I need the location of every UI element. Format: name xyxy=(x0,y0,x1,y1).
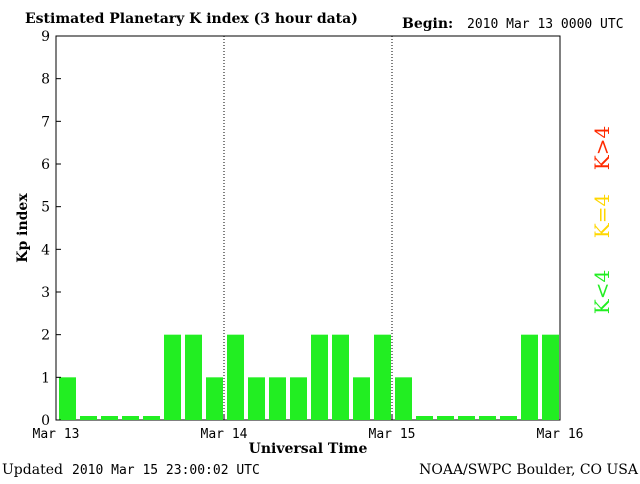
bars-group xyxy=(59,334,559,420)
kp-bar xyxy=(437,416,454,420)
kp-bar xyxy=(311,334,328,420)
y-tick-label: 1 xyxy=(41,370,50,386)
y-tick-label: 0 xyxy=(41,413,50,429)
legend-k-greater-4: K>4 xyxy=(590,126,614,170)
kp-bar xyxy=(80,416,97,420)
x-tick-label: Mar 15 xyxy=(369,427,416,442)
kp-bar xyxy=(59,377,76,420)
kp-bar xyxy=(122,416,139,420)
kp-bar xyxy=(101,416,118,420)
legend-k-equal-4: K=4 xyxy=(590,194,614,238)
kp-bar xyxy=(248,377,265,420)
kp-bar xyxy=(332,334,349,420)
y-tick-label: 9 xyxy=(41,29,50,45)
kp-bar xyxy=(143,416,160,420)
source-credit: NOAA/SWPC Boulder, CO USA xyxy=(419,462,639,478)
kp-bar xyxy=(458,416,475,420)
day-separators xyxy=(223,36,393,420)
x-axis-label: Universal Time xyxy=(249,441,368,457)
x-tick-label: Mar 14 xyxy=(201,427,248,442)
kp-bar xyxy=(185,334,202,420)
kp-bar xyxy=(500,416,517,420)
updated-label: Updated xyxy=(2,462,63,478)
kp-bar xyxy=(290,377,307,420)
y-tick-label: 4 xyxy=(41,242,50,258)
x-tick-label: Mar 13 xyxy=(33,427,80,442)
kp-bar xyxy=(374,334,391,420)
kp-bar xyxy=(206,377,223,420)
kp-bar xyxy=(542,334,559,420)
y-tick-label: 2 xyxy=(41,328,50,344)
x-tick-label: Mar 16 xyxy=(537,427,584,442)
kp-bar xyxy=(353,377,370,420)
y-tick-label: 8 xyxy=(41,72,50,88)
y-axis-ticks: 0 1 2 3 4 5 6 7 8 9 xyxy=(41,29,61,429)
kp-bar xyxy=(395,377,412,420)
plot-frame xyxy=(55,35,561,421)
y-axis-label: Kp index xyxy=(15,193,31,263)
x-axis-ticks: Mar 13 Mar 14 Mar 15 Mar 16 xyxy=(33,415,584,442)
kp-bar xyxy=(416,416,433,420)
y-tick-label: 6 xyxy=(41,157,50,173)
legend-k-less-4: K<4 xyxy=(590,270,614,314)
y-tick-label: 7 xyxy=(41,114,50,130)
kp-bar xyxy=(479,416,496,420)
chart-title: Estimated Planetary K index (3 hour data… xyxy=(25,11,358,27)
begin-label: Begin: xyxy=(402,16,453,32)
kp-bar xyxy=(164,334,181,420)
kp-bar xyxy=(269,377,286,420)
updated-value: 2010 Mar 15 23:00:02 UTC xyxy=(72,463,260,478)
kp-bar xyxy=(521,334,538,420)
begin-value: 2010 Mar 13 0000 UTC xyxy=(467,17,624,32)
kp-bar xyxy=(227,334,244,420)
y-tick-label: 5 xyxy=(41,200,50,216)
y-tick-label: 3 xyxy=(41,285,50,301)
